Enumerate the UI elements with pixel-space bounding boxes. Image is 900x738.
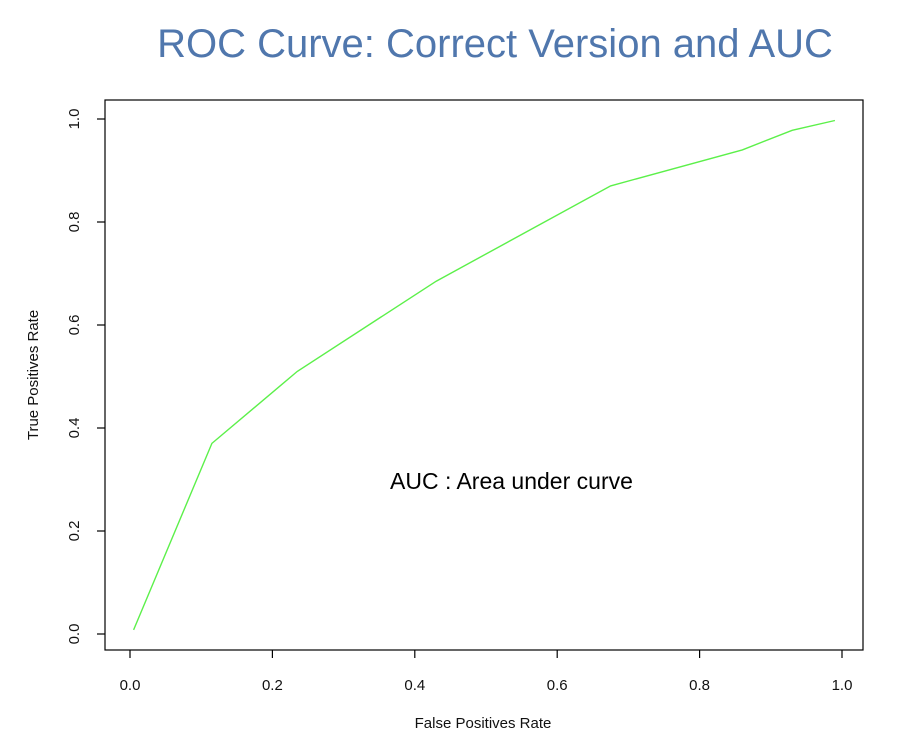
y-tick-label: 0.8 [66,212,83,233]
plot-frame [104,99,864,651]
x-tick-label: 0.8 [689,677,710,694]
y-tick-label: 1.0 [66,109,83,130]
y-axis-label: True Positives Rate [25,310,42,440]
y-tick-label: 0.4 [66,418,83,439]
x-axis: 0.0 0.2 0.4 0.6 0.8 1.0 [120,650,853,694]
x-tick-label: 0.0 [120,677,141,694]
slide-title: ROC Curve: Correct Version and AUC [157,22,833,66]
x-tick-label: 1.0 [832,677,853,694]
y-tick-label: 0.2 [66,521,83,542]
roc-curve-line [132,119,836,631]
x-tick-label: 0.6 [547,677,568,694]
x-tick-label: 0.2 [262,677,283,694]
y-tick-label: 0.0 [66,624,83,645]
y-tick-label: 0.6 [66,315,83,336]
y-axis: 0.0 0.2 0.4 0.6 0.8 1.0 [66,109,105,645]
x-tick-label: 0.4 [404,677,425,694]
x-axis-label: False Positives Rate [415,715,552,732]
auc-annotation: AUC : Area under curve [390,468,633,494]
